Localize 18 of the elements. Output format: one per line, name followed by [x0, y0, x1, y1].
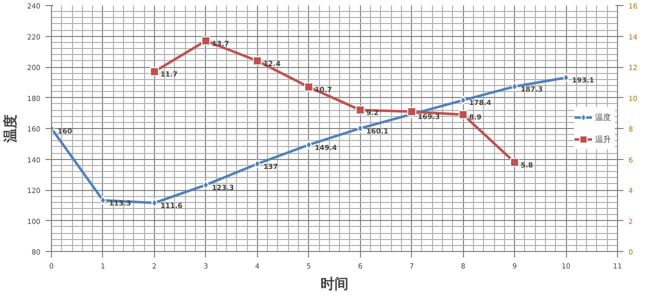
point — [252, 56, 262, 66]
point — [202, 180, 210, 190]
point — [458, 110, 468, 120]
point — [100, 196, 106, 205]
point — [150, 67, 159, 76]
point — [510, 158, 520, 167]
y-axis-title: 温度 — [2, 114, 20, 144]
point — [356, 106, 365, 115]
point — [511, 82, 518, 92]
point — [407, 107, 416, 116]
legend-label: 温度 — [595, 112, 612, 122]
point — [201, 36, 210, 46]
legend-label: 温升 — [595, 134, 612, 144]
x-axis-title: 时间 — [320, 276, 348, 292]
point — [151, 198, 158, 208]
point — [304, 82, 314, 92]
point — [460, 96, 466, 105]
point — [562, 73, 570, 82]
